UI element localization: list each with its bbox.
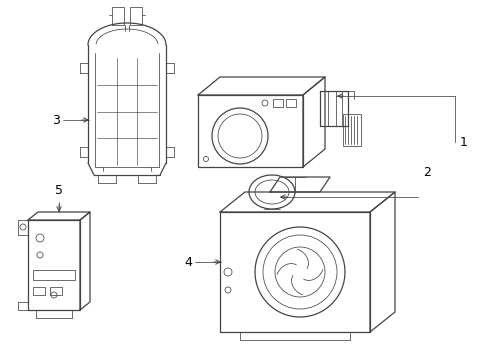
Bar: [343, 114, 361, 146]
Bar: [33, 270, 75, 280]
Bar: [273, 99, 283, 107]
Text: 5: 5: [55, 184, 63, 197]
Text: 3: 3: [52, 113, 60, 126]
Bar: [50, 287, 62, 295]
Bar: [220, 212, 370, 332]
Text: 1: 1: [460, 135, 468, 148]
Text: 2: 2: [423, 166, 431, 179]
Bar: [130, 7, 142, 25]
Bar: [33, 287, 45, 295]
Bar: [198, 95, 303, 167]
Text: 4: 4: [184, 256, 192, 269]
Bar: [28, 220, 80, 310]
Bar: [286, 99, 296, 107]
Bar: [112, 7, 124, 25]
